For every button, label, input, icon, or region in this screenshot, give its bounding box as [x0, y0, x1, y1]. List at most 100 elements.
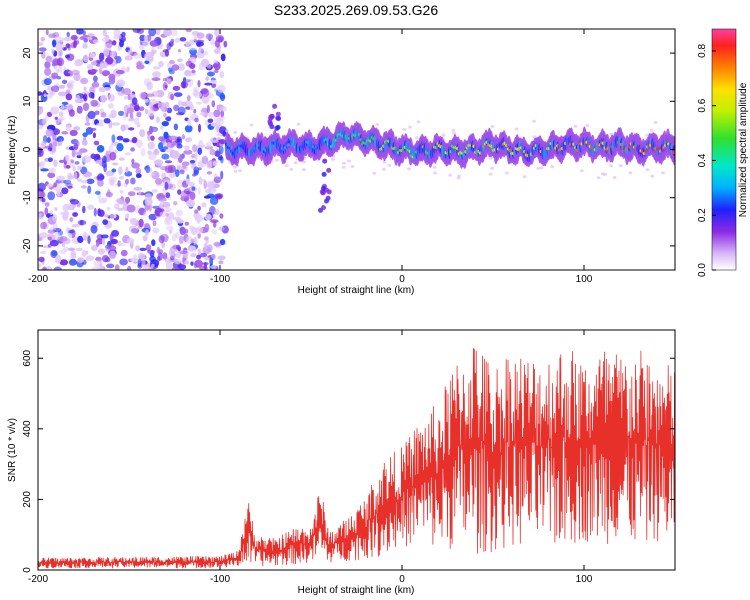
noise-blob: [82, 102, 90, 112]
noise-blob: [95, 122, 104, 127]
noise-blob: [191, 69, 196, 74]
noise-blob: [111, 122, 121, 126]
noise-blob: [211, 83, 217, 88]
noise-blob: [47, 157, 53, 162]
noise-blob: [184, 145, 190, 152]
noise-blob: [203, 262, 207, 270]
noise-blob: [140, 258, 146, 268]
noise-blob: [131, 162, 140, 169]
noise-blob: [195, 41, 205, 47]
y-tick-label: -10: [22, 190, 33, 205]
noise-blob: [145, 164, 151, 174]
noise-blob: [205, 141, 212, 148]
noise-blob: [50, 85, 60, 93]
noise-blob: [119, 40, 124, 48]
noise-blob: [152, 227, 160, 234]
noise-blob: [44, 202, 50, 208]
noise-blob: [189, 245, 197, 252]
noise-blob: [161, 146, 169, 150]
noise-blob: [38, 213, 42, 218]
noise-blob: [114, 203, 120, 210]
noise-blob: [156, 246, 161, 254]
noise-blob: [177, 264, 187, 270]
noise-blob: [206, 160, 213, 169]
noise-blob: [61, 187, 69, 195]
noise-blob: [145, 229, 149, 236]
noise-blob: [38, 182, 46, 192]
noise-blob: [90, 39, 94, 44]
noise-blob: [514, 127, 519, 131]
noise-blob: [90, 99, 99, 107]
noise-blob: [109, 213, 114, 219]
noise-blob: [96, 145, 105, 153]
noise-blob: [165, 262, 173, 270]
noise-blob: [69, 129, 78, 137]
noise-blob: [201, 88, 210, 98]
noise-blob: [164, 160, 173, 164]
noise-blob: [142, 235, 148, 242]
noise-blob: [174, 169, 180, 178]
noise-blob: [233, 130, 238, 134]
noise-blob: [38, 47, 47, 52]
noise-blob: [76, 165, 82, 171]
noise-blob: [155, 29, 161, 36]
x-tick-label: -100: [210, 274, 230, 285]
noise-blob: [539, 166, 544, 170]
noise-blob: [66, 82, 72, 89]
noise-blob: [51, 72, 59, 79]
noise-blob: [76, 105, 83, 114]
noise-blob: [173, 123, 179, 131]
noise-blob: [54, 207, 58, 211]
ridge-core: [672, 150, 675, 155]
noise-blob: [149, 266, 154, 270]
y-tick-label: 200: [22, 491, 33, 508]
noise-blob: [68, 109, 75, 117]
noise-blob: [330, 157, 335, 161]
chart-title: S233.2025.269.09.53.G26: [274, 2, 438, 18]
noise-blob: [532, 135, 537, 139]
noise-blob: [161, 121, 169, 127]
spectral-streak: [321, 205, 326, 211]
noise-blob: [63, 246, 69, 252]
noise-blob: [197, 123, 202, 133]
noise-blob: [53, 159, 58, 167]
noise-blob: [102, 48, 110, 57]
noise-blob: [207, 111, 216, 118]
noise-blob: [124, 213, 130, 219]
noise-blob: [55, 42, 62, 52]
noise-blob: [441, 133, 446, 137]
noise-blob: [144, 223, 150, 229]
noise-blob: [218, 145, 224, 155]
spectral-streak: [268, 121, 273, 127]
noise-blob: [184, 260, 190, 265]
noise-blob: [110, 50, 117, 58]
noise-blob: [72, 165, 76, 172]
noise-blob: [184, 125, 193, 133]
noise-blob: [97, 179, 104, 187]
noise-blob: [350, 165, 355, 169]
noise-blob: [101, 255, 110, 263]
noise-blob: [133, 187, 143, 191]
noise-blob: [58, 84, 65, 89]
noise-blob: [140, 147, 146, 157]
noise-blob: [131, 97, 138, 105]
noise-blob: [118, 243, 126, 246]
noise-blob: [191, 186, 196, 191]
noise-blob: [122, 88, 132, 95]
colorbar-ticks: 0.0 0.2 0.4 0.6 0.8: [697, 44, 716, 277]
noise-blob: [601, 172, 605, 176]
noise-blob: [131, 158, 135, 164]
noise-blob: [70, 199, 79, 205]
noise-blob: [210, 38, 215, 46]
noise-blob: [101, 37, 110, 43]
noise-blob: [105, 191, 113, 198]
noise-blob: [113, 34, 122, 40]
noise-blob: [193, 91, 202, 98]
y-tick-label: 0: [22, 146, 33, 152]
noise-blob: [81, 139, 88, 146]
y-tick-label: 400: [22, 420, 33, 437]
noise-blob: [382, 167, 386, 171]
noise-blob: [104, 43, 113, 48]
noise-blob: [70, 159, 74, 164]
noise-blob: [192, 86, 199, 93]
